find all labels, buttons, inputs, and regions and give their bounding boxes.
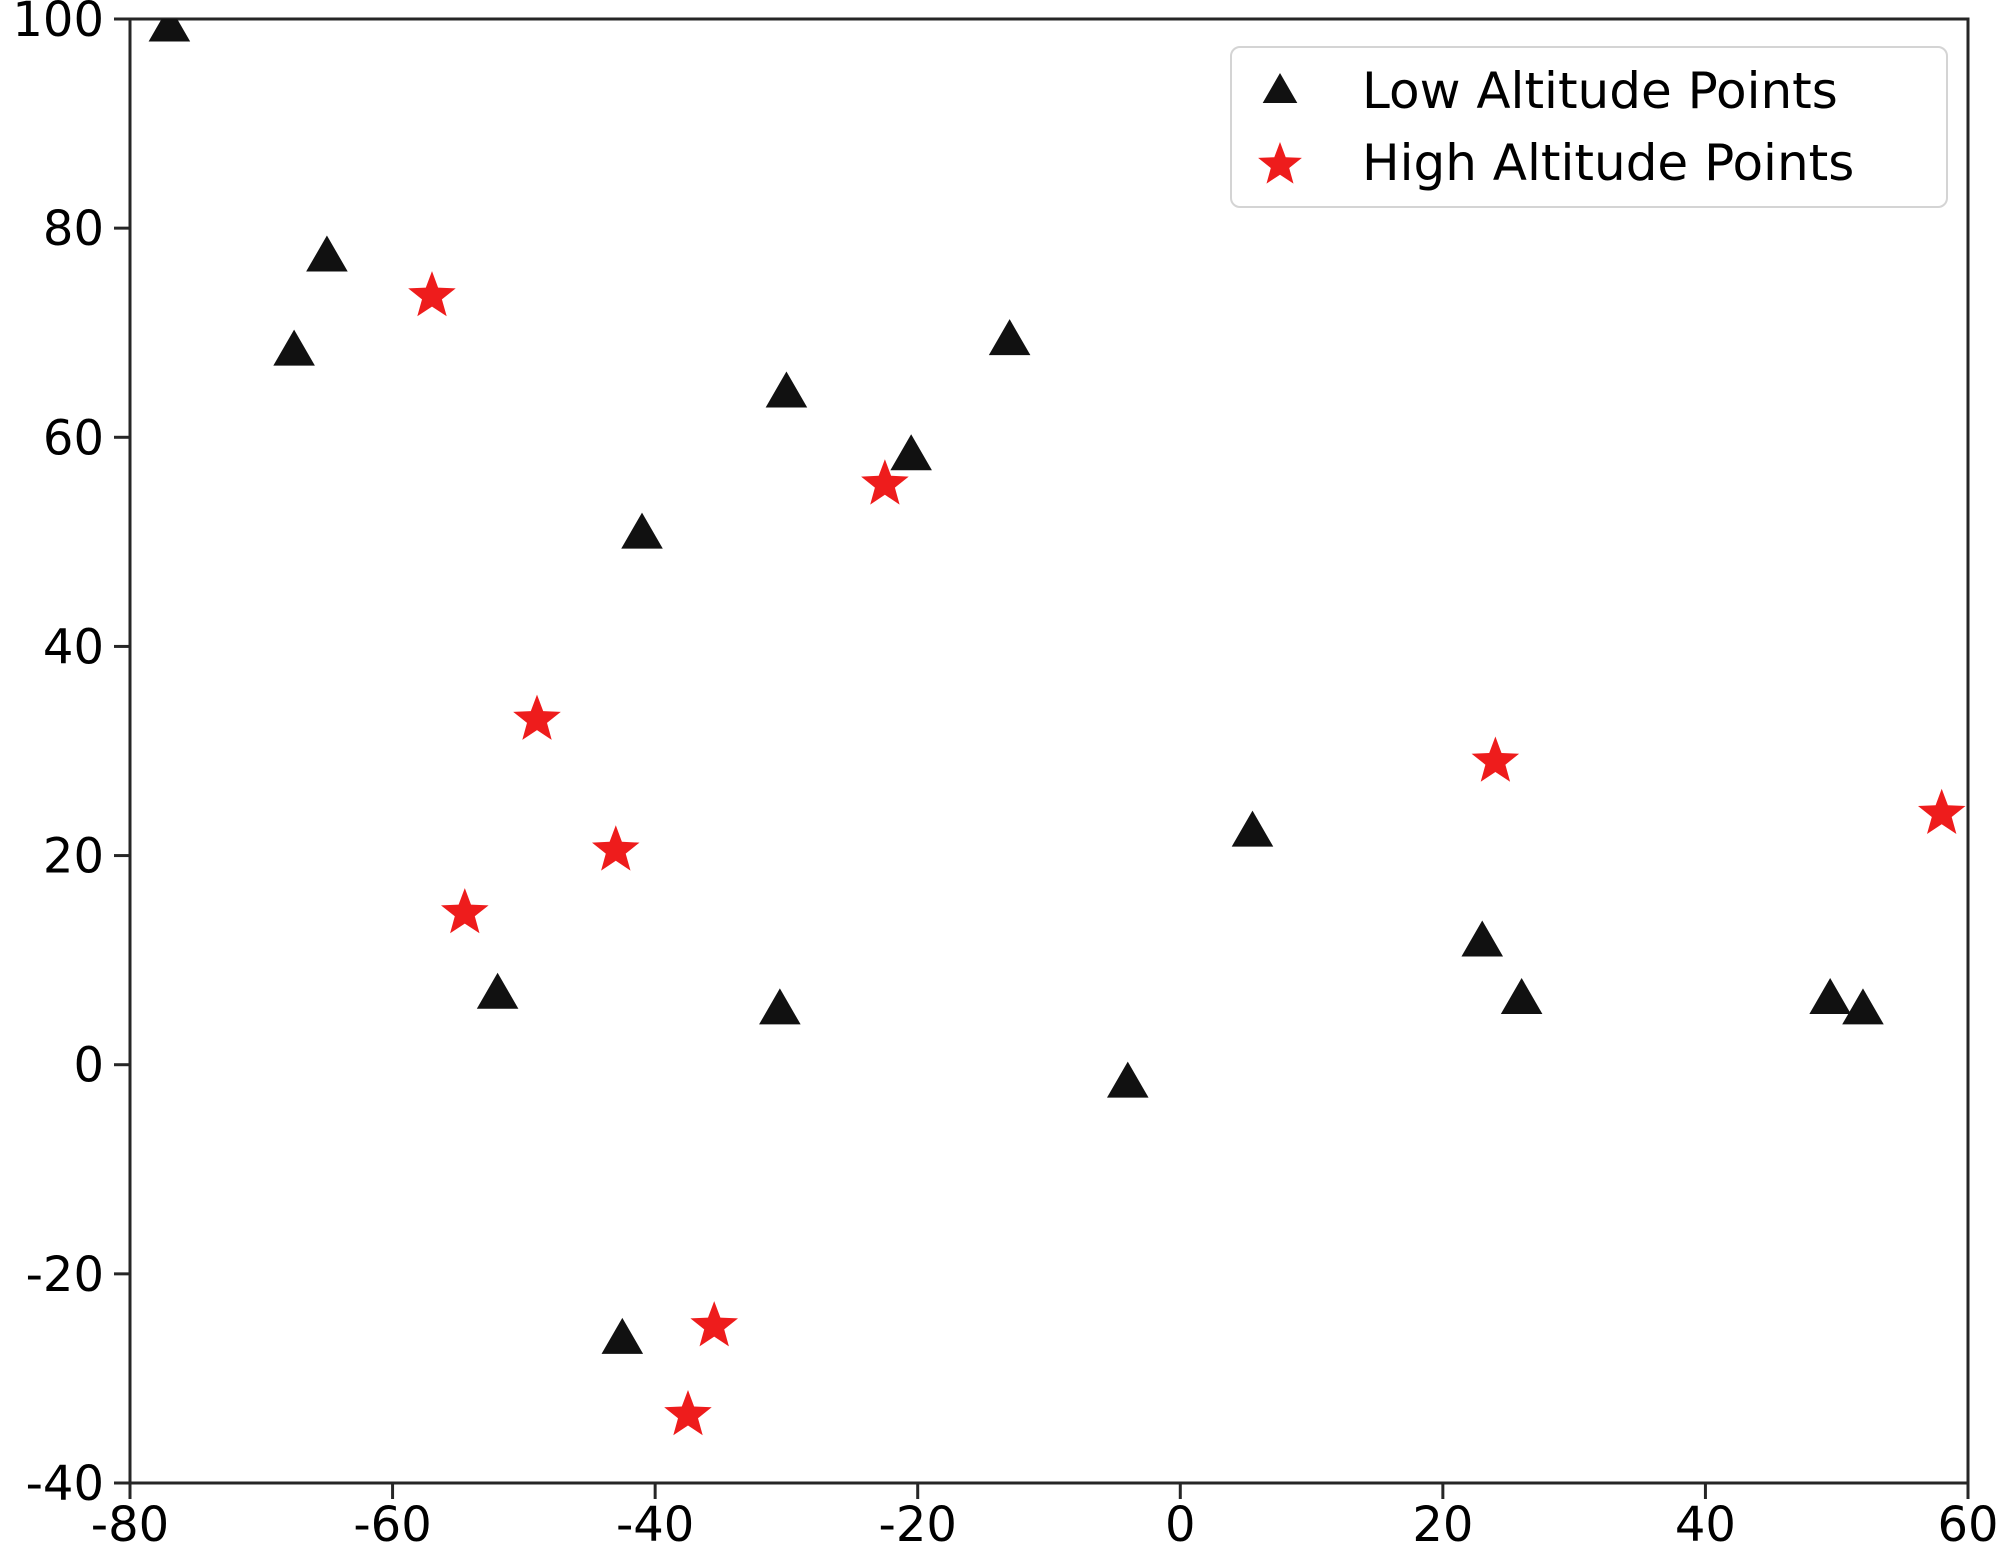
y-tick-label: -20 — [26, 1247, 104, 1303]
x-tick-label: 40 — [1675, 1497, 1736, 1545]
x-tick-label: -40 — [616, 1497, 694, 1545]
axes-spines — [128, 17, 1970, 1485]
y-tick-label: -40 — [26, 1456, 104, 1512]
low-altitude-point — [476, 972, 519, 1009]
low-altitude-point — [759, 988, 801, 1025]
legend-item-high-altitude: High Altitude Points — [1232, 132, 1946, 194]
low-altitude-point — [1231, 810, 1274, 847]
low-altitude-point — [1842, 988, 1884, 1025]
low-altitude-point — [306, 235, 348, 272]
y-tick-label: 40 — [43, 619, 104, 675]
low-altitude-point — [601, 1317, 644, 1354]
legend: Low Altitude Points High Altitude Points — [1230, 46, 1948, 208]
star-icon — [1252, 135, 1308, 191]
high-altitude-point — [1471, 736, 1520, 782]
low-altitude-point — [765, 371, 808, 408]
high-altitude-point — [690, 1301, 738, 1347]
x-tick-label: -20 — [879, 1497, 957, 1545]
high-altitude-point — [441, 888, 489, 934]
y-tick-label: 80 — [43, 201, 104, 257]
low-altitude-point — [1106, 1061, 1149, 1098]
y-tick-label: 100 — [12, 0, 104, 48]
y-tick-label: 0 — [73, 1038, 104, 1094]
legend-item-low-altitude: Low Altitude Points — [1232, 60, 1946, 122]
low-altitude-point — [1461, 920, 1504, 957]
high-altitude-point — [408, 271, 456, 317]
low-altitude-point — [1500, 977, 1543, 1014]
legend-label-low-altitude: Low Altitude Points — [1362, 62, 1838, 120]
x-tick-label: 60 — [1937, 1497, 1998, 1545]
low-altitude-point — [621, 512, 663, 549]
low-altitude-point — [890, 434, 932, 471]
x-tick-label: 20 — [1412, 1497, 1473, 1545]
y-tick-label: 60 — [43, 410, 104, 466]
low-altitude-point — [273, 329, 315, 366]
high-altitude-point — [592, 825, 640, 871]
x-tick-label: -60 — [353, 1497, 431, 1545]
low-altitude-point — [1809, 977, 1851, 1014]
scatter-markers — [148, 19, 1966, 1436]
legend-label-high-altitude: High Altitude Points — [1362, 134, 1855, 192]
x-tick-label: 0 — [1165, 1497, 1196, 1545]
x-tick-label: -80 — [91, 1497, 169, 1545]
y-tick-label: 20 — [43, 829, 104, 885]
low-altitude-point — [148, 19, 191, 42]
high-altitude-point — [861, 459, 909, 505]
high-altitude-point — [664, 1390, 712, 1436]
high-altitude-point — [513, 694, 561, 740]
high-altitude-point — [1918, 788, 1966, 834]
triangle-icon — [1252, 63, 1308, 119]
low-altitude-point — [988, 319, 1031, 356]
